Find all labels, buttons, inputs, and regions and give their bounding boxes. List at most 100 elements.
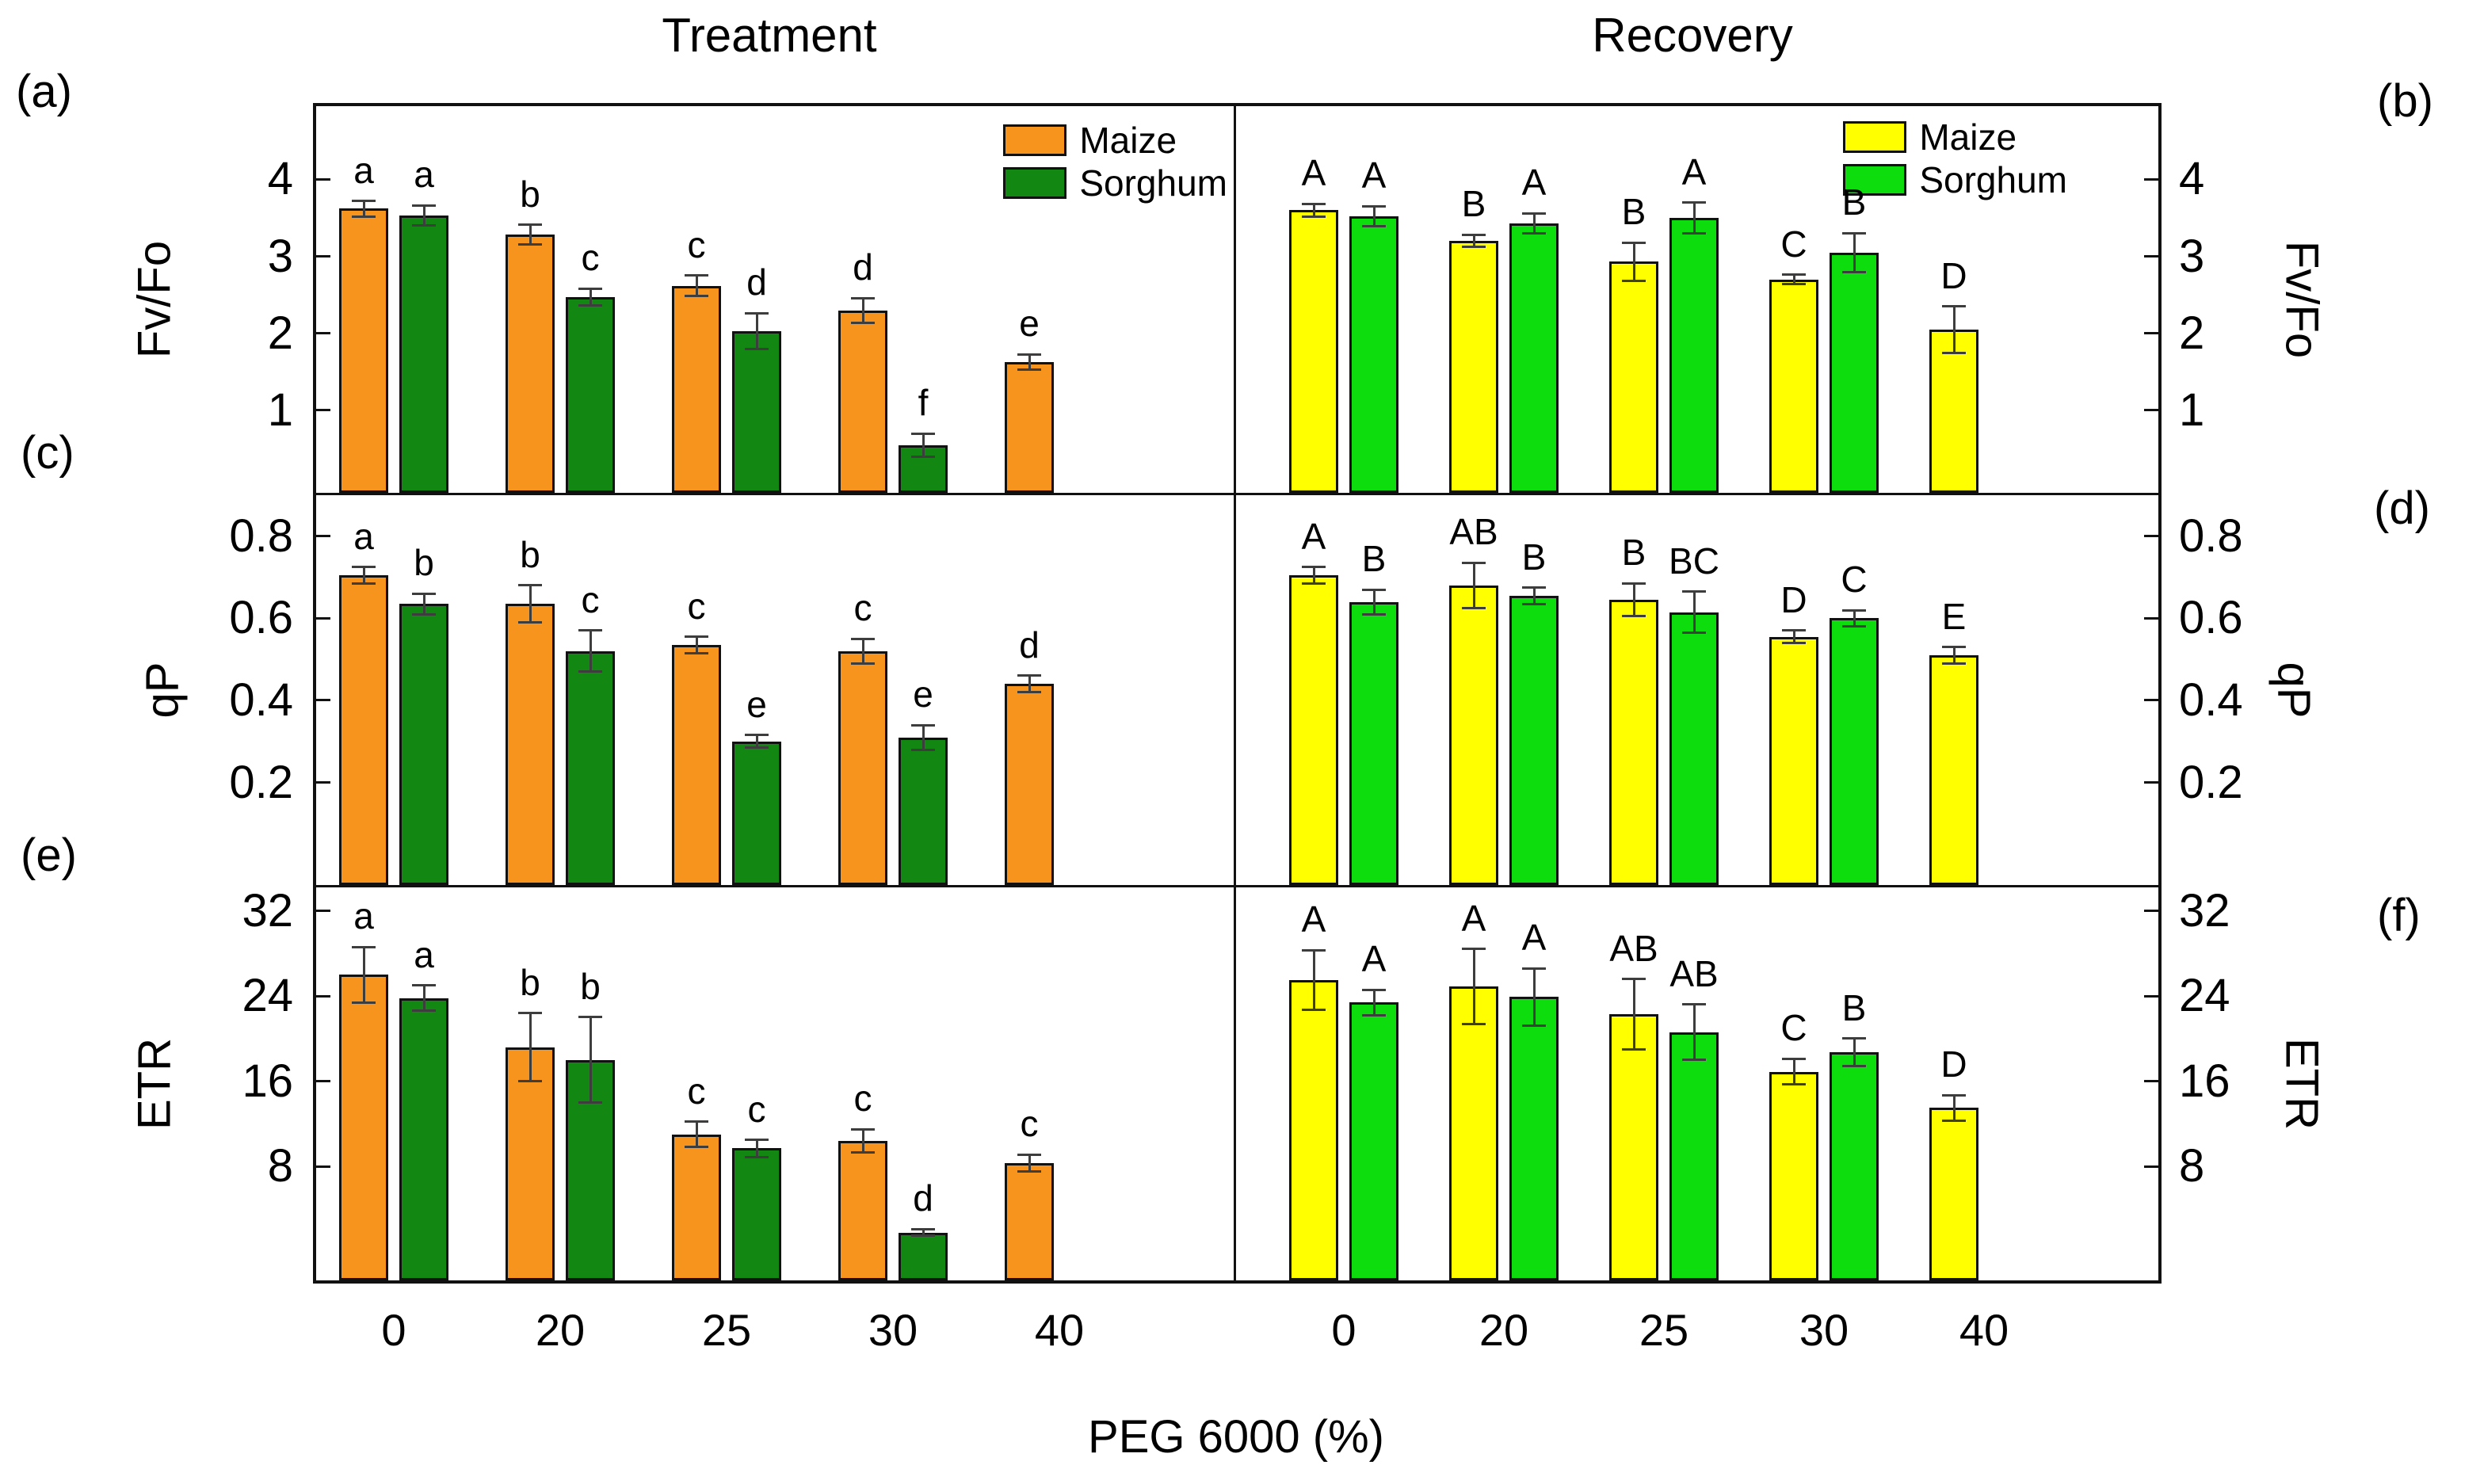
error-bar-cap-top: [1302, 566, 1326, 569]
error-bar-line: [362, 200, 365, 216]
error-bar-cap-top: [1622, 241, 1646, 244]
maize-swatch: [1843, 121, 1907, 153]
significance-letter: c: [853, 587, 872, 629]
error-bar-cap-bottom: [1622, 280, 1646, 283]
error-bar-line: [1532, 968, 1536, 1026]
bar-maize-30: [1769, 279, 1818, 493]
x-tick-label: 25: [1639, 1305, 1689, 1355]
bar-maize-0: [339, 975, 388, 1280]
error-bar-cap-bottom: [1362, 225, 1386, 228]
error-bar-cap-bottom: [1522, 602, 1546, 605]
error-bar-cap-top: [1682, 590, 1706, 593]
error-bar-cap-top: [1942, 1093, 1966, 1097]
significance-letter: a: [414, 154, 434, 196]
error-bar-cap-bottom: [578, 1101, 602, 1104]
significance-letter: A: [1301, 152, 1326, 194]
y-tick-label: 0.6: [2179, 592, 2243, 644]
bar-maize-25: [672, 1134, 721, 1280]
bar-sorghum-25: [732, 330, 781, 493]
bar-sorghum-25: [732, 1148, 781, 1280]
bar-maize-25: [1609, 600, 1658, 885]
y-tick-mark: [316, 535, 330, 538]
y-tick-mark: [316, 616, 330, 620]
x-tick-label: 20: [535, 1305, 586, 1355]
error-bar-cap-top: [1362, 204, 1386, 208]
error-bar-cap-top: [518, 223, 542, 227]
error-bar-cap-bottom: [518, 1080, 542, 1083]
significance-letter: c: [687, 1070, 706, 1112]
y-tick-mark: [316, 1165, 330, 1168]
legend-label-maize: Maize: [1079, 120, 1177, 161]
significance-letter: E: [1941, 595, 1967, 637]
y-tick-label: 0.4: [229, 673, 293, 726]
bar-maize-0: [1289, 574, 1338, 885]
error-bar-line: [695, 636, 698, 654]
y-tick-mark: [2144, 781, 2158, 784]
significance-letter: C: [1841, 559, 1868, 600]
bar-maize-40: [1005, 684, 1054, 885]
error-bar-line: [1853, 233, 1856, 272]
significance-letter: c: [687, 585, 706, 627]
panel-letter-b: (b): [2377, 75, 2433, 127]
y-tick-label: 0.6: [229, 592, 293, 644]
bar-sorghum-30: [899, 444, 948, 493]
error-bar-cap-bottom: [412, 224, 436, 227]
error-bar-cap-top: [1302, 202, 1326, 205]
error-bar-line: [528, 1013, 532, 1082]
bar-maize-30: [838, 1140, 887, 1280]
significance-letter: a: [414, 933, 434, 975]
significance-letter: B: [1621, 191, 1646, 233]
error-bar-cap-bottom: [1942, 1119, 1966, 1122]
error-bar-cap-bottom: [851, 1151, 875, 1154]
error-bar-line: [1372, 990, 1376, 1016]
error-bar-cap-bottom: [685, 1146, 708, 1149]
legend-treatment: Maize Sorghum: [1003, 122, 1227, 208]
legend-label-sorghum: Sorghum: [1079, 162, 1227, 204]
error-bar-cap-bottom: [1462, 606, 1486, 609]
error-bar-cap-bottom: [745, 746, 769, 749]
error-bar-line: [861, 1129, 864, 1153]
error-bar-cap-bottom: [1302, 1009, 1326, 1012]
significance-letter: A: [1521, 162, 1547, 204]
error-bar-line: [589, 288, 592, 306]
error-bar-cap-bottom: [1302, 215, 1326, 218]
error-bar-cap-top: [685, 274, 708, 277]
significance-letter: d: [1019, 624, 1040, 666]
error-bar-cap-top: [851, 637, 875, 640]
legend-label-sorghum: Sorghum: [1919, 159, 2067, 200]
error-bar-cap-bottom: [1362, 612, 1386, 616]
panel-letter-a: (a): [16, 66, 72, 117]
bar-maize-25: [672, 285, 721, 493]
error-bar-line: [589, 1017, 592, 1103]
significance-letter: c: [687, 223, 706, 265]
recovery-title: Recovery: [1592, 9, 1793, 62]
error-bar-cap-bottom: [1017, 691, 1041, 694]
error-bar-line: [1472, 235, 1475, 247]
error-bar-line: [861, 639, 864, 664]
y-tick-mark: [2144, 1080, 2158, 1083]
error-bar-cap-bottom: [1682, 631, 1706, 634]
error-bar-cap-bottom: [1942, 662, 1966, 665]
bar-maize-20: [1449, 241, 1498, 493]
error-bar-cap-bottom: [745, 347, 769, 350]
x-tick-label: 0: [1331, 1305, 1356, 1355]
bar-maize-30: [1769, 636, 1818, 885]
bar-maize-30: [1769, 1071, 1818, 1280]
bar-sorghum-0: [1349, 216, 1398, 493]
error-bar-cap-top: [352, 566, 376, 569]
y-tick-label: 3: [267, 230, 293, 282]
error-bar-cap-bottom: [1842, 625, 1866, 628]
bar-sorghum-20: [566, 650, 615, 885]
error-bar-line: [1853, 610, 1856, 627]
significance-letter: d: [913, 1177, 933, 1219]
panel-letter-d: (d): [2374, 483, 2430, 534]
panel-letter-c: (c): [21, 427, 74, 479]
error-bar-cap-top: [352, 200, 376, 203]
significance-letter: d: [746, 261, 767, 303]
error-bar-line: [921, 725, 925, 750]
error-bar-line: [1692, 591, 1696, 633]
error-bar-line: [1532, 587, 1536, 605]
error-bar-cap-bottom: [1782, 1083, 1806, 1086]
error-bar-cap-top: [1842, 1037, 1866, 1040]
error-bar-line: [362, 567, 365, 584]
